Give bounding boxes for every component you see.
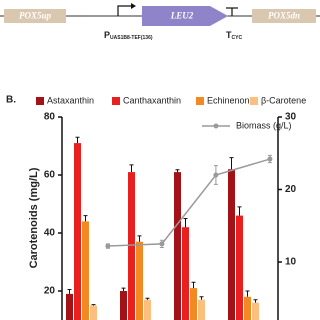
bar [252, 302, 259, 320]
error-bar [145, 297, 150, 300]
bar [174, 172, 181, 320]
bar [236, 215, 243, 320]
upstream-box [4, 9, 66, 23]
legend-label: β-Carotene [261, 95, 306, 105]
bar [136, 241, 143, 320]
bar [90, 305, 97, 320]
error-bar [237, 206, 242, 216]
legend-swatch [250, 97, 258, 105]
bar [128, 172, 135, 320]
bar [244, 296, 251, 320]
legend-swatch [196, 97, 204, 105]
legend-swatch [36, 97, 44, 105]
error-bar [91, 304, 96, 306]
error-bar [175, 169, 180, 173]
point [213, 172, 219, 178]
upstream-label: POX5up [19, 11, 52, 21]
y2-tick-label: 20 [285, 184, 297, 195]
gene-arrow [142, 6, 228, 26]
bar [228, 169, 235, 320]
error-bar [83, 215, 88, 222]
downstream-box [252, 9, 316, 23]
y-tick-label: 60 [44, 170, 56, 181]
y-tick-label: 20 [44, 286, 56, 297]
bar [190, 288, 197, 320]
legend-label: Astaxanthin [47, 95, 94, 105]
bar [66, 293, 73, 320]
promoter-arrow [117, 5, 134, 16]
bar [120, 291, 127, 320]
legend-label: Echinenone [207, 95, 255, 105]
bar [82, 221, 89, 320]
bar [74, 143, 81, 320]
y-axis-label: Carotenoids (mg/L) [28, 167, 40, 268]
error-bar [229, 157, 234, 170]
legend-marker [213, 123, 219, 129]
panel-label: B. [6, 95, 16, 106]
error-bar [191, 281, 196, 289]
error-bar [121, 287, 126, 291]
terminator-label: TCYC [226, 30, 242, 41]
promoter-label: PUAS1B8-TEF(136) [104, 30, 153, 41]
terminator-sub: CYC [232, 35, 243, 41]
error-bar [75, 136, 80, 144]
error-bar [183, 218, 188, 228]
error-bar [199, 296, 204, 300]
point [105, 243, 111, 249]
bar [144, 299, 151, 320]
y-tick-label: 40 [44, 228, 56, 239]
gene-label: LEU2 [170, 11, 194, 21]
y-tick-label: 80 [44, 112, 56, 123]
point [159, 241, 165, 247]
line [107, 158, 271, 247]
promoter-arrowhead [131, 3, 136, 9]
point [267, 156, 273, 162]
error-bar [253, 299, 258, 303]
promoter-main: P [104, 30, 110, 40]
error-bar [137, 235, 142, 242]
error-bar [67, 289, 72, 294]
downstream-label: POX5dn [268, 11, 300, 21]
legend-label: Biomass (g/L) [236, 120, 292, 130]
terminator-main: T [226, 30, 232, 40]
legend-label: Canthaxanthin [123, 95, 181, 105]
promoter-sub: UAS1B8-TEF(136) [110, 35, 153, 41]
y2-tick-label: 10 [285, 257, 297, 268]
bar [198, 299, 205, 320]
bar [182, 227, 189, 320]
y2-tick-label: 30 [285, 112, 297, 123]
legend-swatch [112, 97, 120, 105]
error-bar [245, 290, 250, 297]
error-bar [129, 164, 134, 173]
